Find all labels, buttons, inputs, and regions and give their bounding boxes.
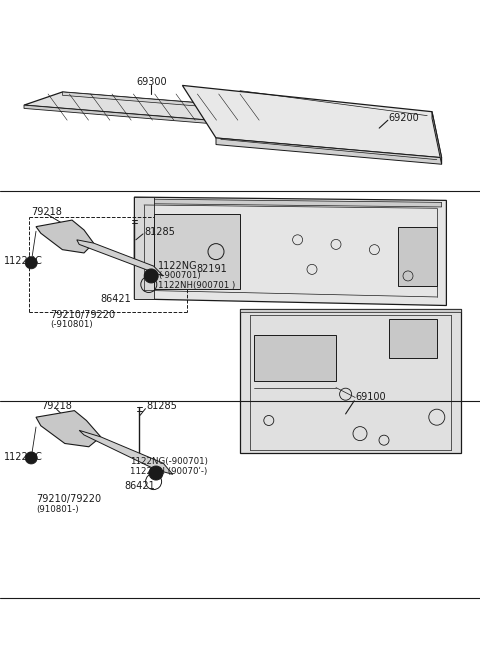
Text: 69100: 69100: [355, 392, 386, 403]
Circle shape: [144, 269, 158, 283]
Text: 1122NH(900701 ): 1122NH(900701 ): [158, 281, 236, 290]
Polygon shape: [24, 105, 226, 125]
Text: 79218: 79218: [41, 401, 72, 411]
Text: 86421: 86421: [101, 294, 132, 304]
Text: 79210/79220: 79210/79220: [36, 494, 101, 505]
Bar: [398, 227, 437, 286]
Text: 82191: 82191: [197, 264, 228, 275]
Polygon shape: [62, 92, 269, 112]
Text: 69200: 69200: [389, 113, 420, 124]
Polygon shape: [216, 138, 442, 164]
Text: (-900701): (-900701): [158, 271, 201, 281]
Text: 81285: 81285: [144, 227, 175, 237]
Polygon shape: [134, 197, 154, 299]
Text: 81285: 81285: [146, 401, 177, 411]
Polygon shape: [79, 430, 173, 474]
Polygon shape: [432, 112, 442, 164]
Bar: [154, 214, 240, 289]
Text: 1122NC: 1122NC: [4, 256, 43, 267]
Polygon shape: [240, 309, 461, 312]
Bar: [254, 335, 336, 381]
Text: (910801-): (910801-): [36, 505, 79, 514]
Text: 79218: 79218: [31, 206, 62, 217]
Text: 1122NG: 1122NG: [158, 261, 198, 271]
Polygon shape: [182, 85, 442, 158]
Text: (-910801): (-910801): [50, 320, 93, 329]
Polygon shape: [134, 197, 446, 306]
Text: 86421: 86421: [125, 481, 156, 491]
Text: 1122NG(-900701): 1122NG(-900701): [130, 457, 207, 466]
Text: 79210/79220: 79210/79220: [50, 310, 116, 321]
Circle shape: [25, 257, 37, 269]
Polygon shape: [240, 309, 461, 453]
Polygon shape: [36, 220, 94, 253]
Polygon shape: [24, 92, 269, 122]
Circle shape: [149, 466, 163, 480]
Text: 1122NH (90070ʹ-): 1122NH (90070ʹ-): [130, 466, 207, 476]
Text: 69300: 69300: [137, 77, 168, 87]
Bar: [389, 319, 437, 358]
Polygon shape: [77, 240, 163, 276]
Polygon shape: [36, 411, 101, 447]
Polygon shape: [144, 199, 442, 207]
Text: 1122NC: 1122NC: [4, 451, 43, 462]
Circle shape: [25, 452, 37, 464]
